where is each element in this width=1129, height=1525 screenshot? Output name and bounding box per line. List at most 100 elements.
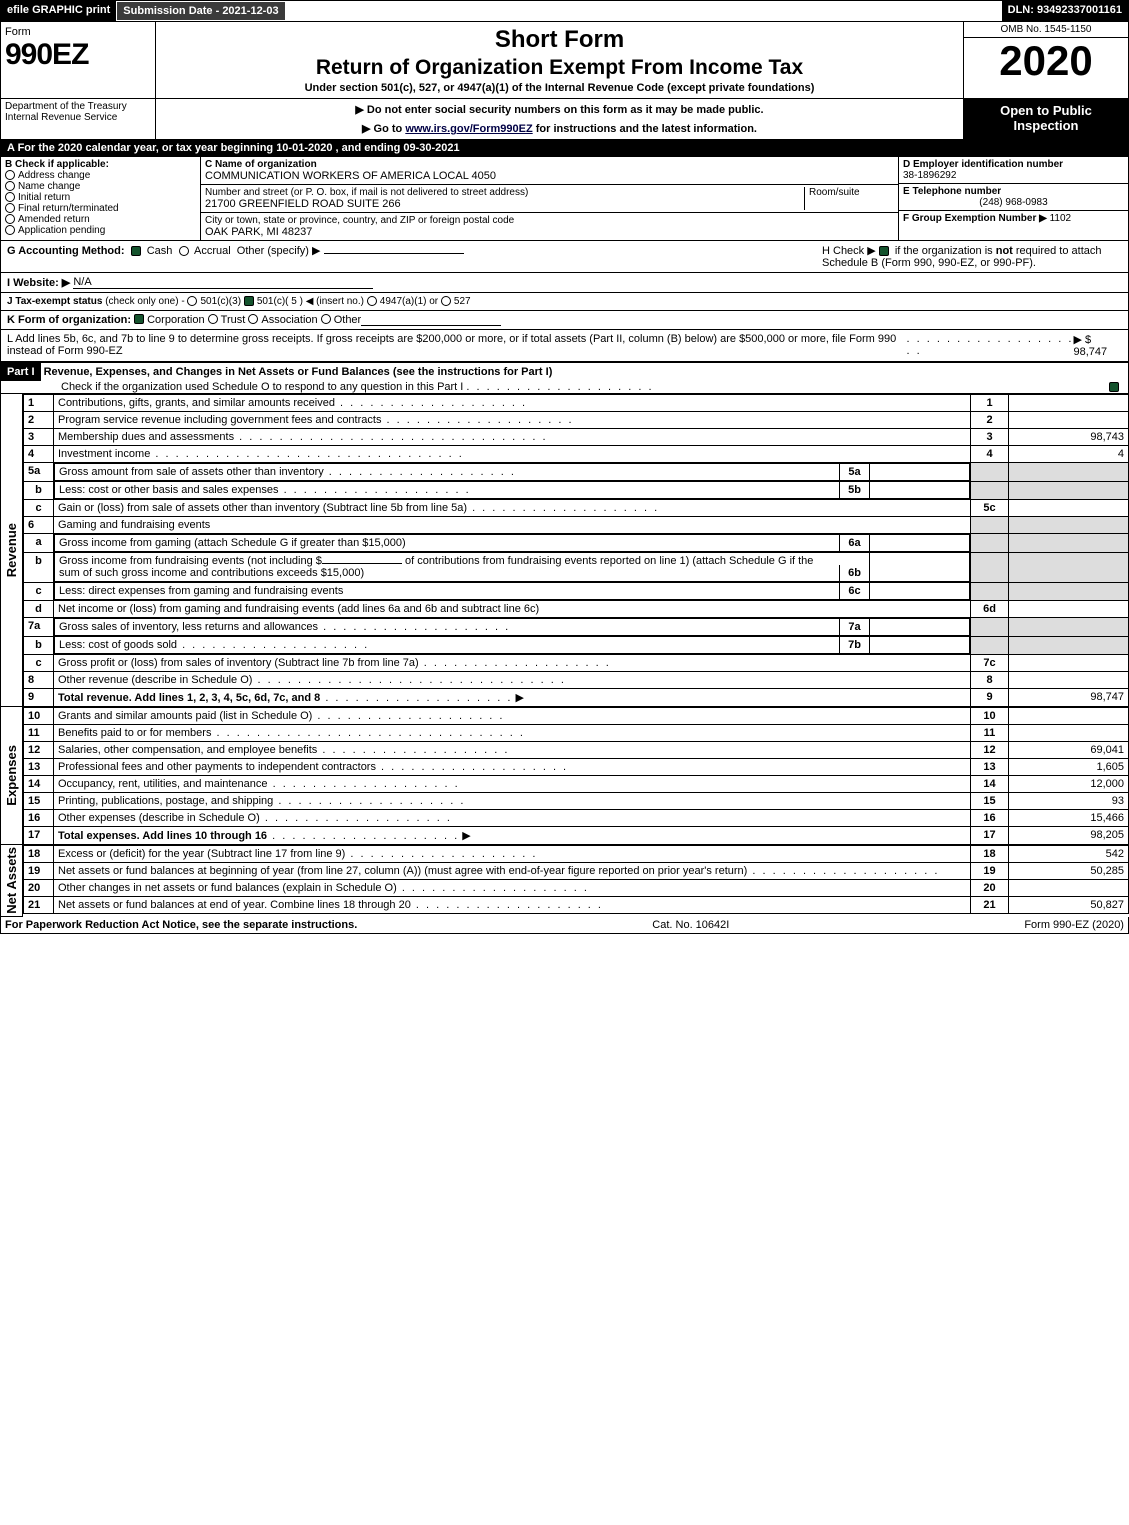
line19-val: 50,285	[1009, 863, 1129, 880]
website-label: I Website: ▶	[7, 276, 70, 289]
opt-assoc: Association	[261, 314, 317, 326]
chk-name-change[interactable]: Name change	[5, 181, 196, 192]
opt-4947: 4947(a)(1) or	[380, 296, 438, 307]
line9-text: Total revenue. Add lines 1, 2, 3, 4, 5c,…	[58, 692, 320, 704]
opt-501c: 501(c)( 5 ) ◀ (insert no.)	[257, 296, 364, 307]
expenses-table: 10Grants and similar amounts paid (list …	[23, 707, 1129, 845]
submission-date: Submission Date - 2021-12-03	[116, 1, 285, 21]
accrual-label: Accrual	[194, 245, 231, 257]
form-header: Form 990EZ Short Form Return of Organiza…	[0, 22, 1129, 99]
line-a: A For the 2020 calendar year, or tax yea…	[0, 140, 1129, 157]
line8-text: Other revenue (describe in Schedule O)	[58, 674, 252, 686]
irs-link[interactable]: www.irs.gov/Form990EZ	[405, 123, 532, 135]
org-address: 21700 GREENFIELD ROAD SUITE 266	[205, 198, 804, 210]
netassets-section: Net Assets 18Excess or (deficit) for the…	[0, 845, 1129, 917]
chk-4947[interactable]	[367, 296, 377, 306]
department: Department of the Treasury Internal Reve…	[1, 99, 156, 139]
ein: 38-1896292	[903, 170, 1124, 181]
expenses-section: Expenses 10Grants and similar amounts pa…	[0, 707, 1129, 845]
line21-val: 50,827	[1009, 897, 1129, 914]
efile-label[interactable]: efile GRAPHIC print	[1, 1, 116, 21]
dln: DLN: 93492337001161	[1002, 1, 1128, 21]
opt-trust: Trust	[221, 314, 246, 326]
line2-val	[1009, 412, 1129, 429]
goto-prefix: ▶ Go to	[362, 123, 405, 135]
opt-501c3: 501(c)(3)	[200, 296, 241, 307]
line6b-contrib-input[interactable]	[322, 563, 402, 564]
line20-val	[1009, 880, 1129, 897]
line18-val: 542	[1009, 846, 1129, 863]
line9-val: 98,747	[1009, 689, 1129, 707]
line14-text: Occupancy, rent, utilities, and maintena…	[58, 778, 268, 790]
line4-text: Investment income	[58, 448, 150, 460]
line19-text: Net assets or fund balances at beginning…	[58, 865, 747, 877]
chk-schedule-b[interactable]	[879, 246, 889, 256]
expenses-sidelabel: Expenses	[2, 743, 21, 808]
chk-corp[interactable]	[134, 314, 144, 324]
other-org-input[interactable]	[361, 314, 501, 326]
group-exemption: 1102	[1050, 213, 1072, 224]
part1-check-text: Check if the organization used Schedule …	[1, 381, 463, 393]
tax-year: 2020	[964, 38, 1128, 84]
chk-accrual[interactable]	[179, 246, 189, 256]
top-bar: efile GRAPHIC print Submission Date - 20…	[0, 0, 1129, 22]
box-c-label: C Name of organization	[205, 159, 894, 170]
footer-left: For Paperwork Reduction Act Notice, see …	[5, 919, 357, 931]
org-name: COMMUNICATION WORKERS OF AMERICA LOCAL 4…	[205, 170, 894, 182]
line-j: J Tax-exempt status (check only one) - 5…	[0, 293, 1129, 311]
chk-501c[interactable]	[244, 296, 254, 306]
line-h-not: not	[996, 245, 1013, 257]
line18-text: Excess or (deficit) for the year (Subtra…	[58, 848, 345, 860]
chk-final-return[interactable]: Final return/terminated	[5, 203, 196, 214]
other-specify-input[interactable]	[324, 253, 464, 254]
netassets-table: 18Excess or (deficit) for the year (Subt…	[23, 845, 1129, 914]
line-l: L Add lines 5b, 6c, and 7b to line 9 to …	[0, 330, 1129, 362]
chk-initial-return[interactable]: Initial return	[5, 192, 196, 203]
revenue-table: 1Contributions, gifts, grants, and simil…	[23, 394, 1129, 707]
phone: (248) 968-0983	[903, 197, 1124, 208]
form-number: 990EZ	[5, 38, 151, 72]
line6d-val	[1009, 601, 1129, 618]
identity-box: B Check if applicable: Address change Na…	[0, 157, 1129, 241]
chk-amended-return[interactable]: Amended return	[5, 214, 196, 225]
chk-other-org[interactable]	[321, 314, 331, 324]
line16-val: 15,466	[1009, 810, 1129, 827]
opt-527: 527	[454, 296, 471, 307]
line4-val: 4	[1009, 446, 1129, 463]
line15-val: 93	[1009, 793, 1129, 810]
line1-text: Contributions, gifts, grants, and simila…	[58, 397, 335, 409]
line7b-text: Less: cost of goods sold	[59, 639, 177, 651]
arrow-note-1: ▶ Do not enter social security numbers o…	[160, 103, 959, 116]
chk-527[interactable]	[441, 296, 451, 306]
line20-text: Other changes in net assets or fund bala…	[58, 882, 397, 894]
header-row2: Department of the Treasury Internal Reve…	[0, 99, 1129, 140]
revenue-sidelabel: Revenue	[2, 521, 21, 579]
line14-val: 12,000	[1009, 776, 1129, 793]
line5c-text: Gain or (loss) from sale of assets other…	[58, 502, 467, 514]
line7c-text: Gross profit or (loss) from sales of inv…	[58, 657, 419, 669]
footer-right: Form 990-EZ (2020)	[1024, 919, 1124, 931]
netassets-sidelabel: Net Assets	[2, 845, 21, 916]
line-k: K Form of organization: Corporation Trus…	[0, 311, 1129, 330]
main-title: Return of Organization Exempt From Incom…	[164, 56, 955, 80]
form-word: Form	[5, 26, 151, 38]
line-h-b: if the organization is	[892, 245, 996, 257]
box-b-title: B Check if applicable:	[5, 159, 196, 170]
part1-header: Part I Revenue, Expenses, and Changes in…	[0, 362, 1129, 394]
chk-application-pending[interactable]: Application pending	[5, 225, 196, 236]
chk-trust[interactable]	[208, 314, 218, 324]
line-i: I Website: ▶ N/A	[0, 273, 1129, 293]
open-to-public: Open to Public Inspection	[963, 99, 1128, 139]
line10-val	[1009, 708, 1129, 725]
chk-schedule-o[interactable]	[1109, 382, 1119, 392]
line16-text: Other expenses (describe in Schedule O)	[58, 812, 260, 824]
chk-501c3[interactable]	[187, 296, 197, 306]
dots	[466, 381, 653, 393]
part1-label: Part I	[1, 363, 41, 381]
chk-cash[interactable]	[131, 246, 141, 256]
revenue-section: Revenue 1Contributions, gifts, grants, a…	[0, 394, 1129, 707]
line-k-label: K Form of organization:	[7, 314, 131, 326]
chk-assoc[interactable]	[248, 314, 258, 324]
line-j-note: (check only one) -	[105, 296, 184, 307]
chk-address-change[interactable]: Address change	[5, 170, 196, 181]
